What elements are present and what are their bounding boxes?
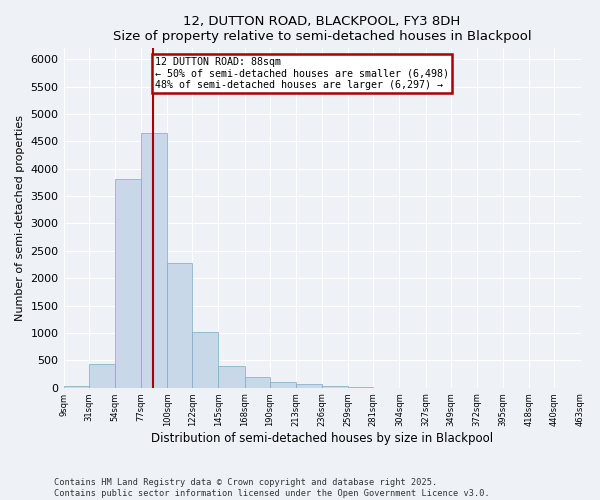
- Bar: [89, 364, 115, 388]
- Bar: [115, 178, 141, 388]
- Title: 12, DUTTON ROAD, BLACKPOOL, FY3 8DH
Size of property relative to semi-detached h: 12, DUTTON ROAD, BLACKPOOL, FY3 8DH Size…: [113, 15, 532, 43]
- Text: Contains HM Land Registry data © Crown copyright and database right 2025.
Contai: Contains HM Land Registry data © Crown c…: [54, 478, 490, 498]
- Bar: [322, 386, 348, 388]
- Bar: [269, 382, 296, 388]
- Bar: [218, 366, 245, 388]
- Bar: [348, 387, 373, 388]
- Bar: [64, 386, 89, 388]
- Bar: [192, 332, 218, 388]
- Text: 12 DUTTON ROAD: 88sqm
← 50% of semi-detached houses are smaller (6,498)
48% of s: 12 DUTTON ROAD: 88sqm ← 50% of semi-deta…: [155, 56, 449, 90]
- Y-axis label: Number of semi-detached properties: Number of semi-detached properties: [15, 115, 25, 321]
- Bar: [167, 263, 192, 388]
- Bar: [296, 384, 322, 388]
- Bar: [141, 133, 167, 388]
- Bar: [245, 377, 269, 388]
- X-axis label: Distribution of semi-detached houses by size in Blackpool: Distribution of semi-detached houses by …: [151, 432, 493, 445]
